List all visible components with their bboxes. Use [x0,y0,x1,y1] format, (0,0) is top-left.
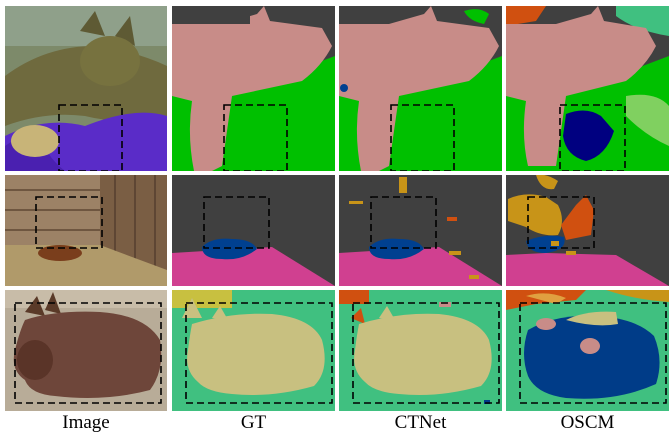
row1-gt-cell [172,6,335,171]
row2-gt-cell [172,175,335,286]
row3-oscm-cell [506,290,669,411]
row3-gt-cell [172,290,335,411]
column-label-gt: GT [240,412,267,433]
row2-ctnet-cell [339,175,502,286]
row2-oscm-cell [506,175,669,286]
column-label-oscm: OSCM [560,412,615,433]
row2-image-cell [5,175,167,286]
column-label-image: Image [62,412,110,433]
row1-ctnet-cell [339,6,502,171]
row3-ctnet-cell [339,290,502,411]
row1-image-cell [5,6,167,171]
row3-image-cell [5,290,167,411]
row1-oscm-cell [506,6,669,171]
column-label-ctnet: CTNet [394,412,447,433]
